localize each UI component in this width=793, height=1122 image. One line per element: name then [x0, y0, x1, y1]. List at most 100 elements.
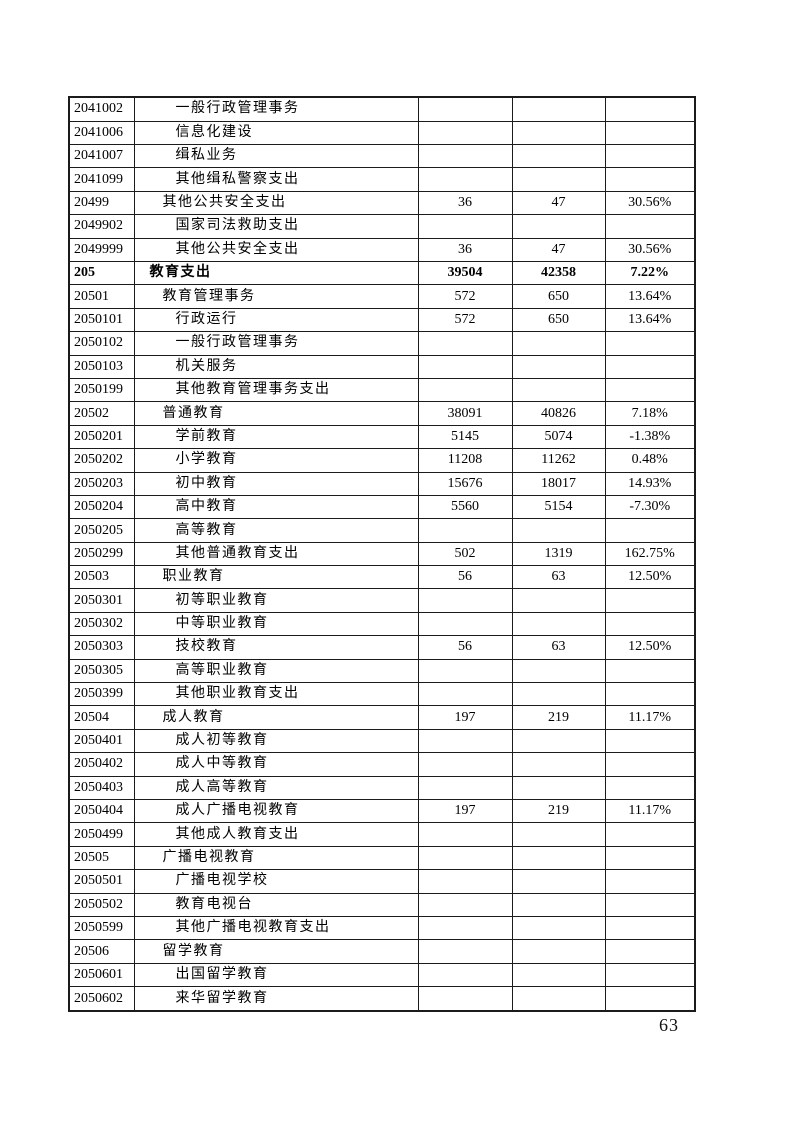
cell-budget: 572: [417, 307, 513, 333]
cell-code: 2050102: [68, 331, 135, 356]
table-row: 2050102 一般行政管理事务: [68, 331, 696, 356]
cell-name: 其他广播电视教育支出: [133, 915, 419, 941]
table-row: 20504 成人教育 197 219 11.17%: [68, 705, 696, 730]
cell-code: 2050201: [68, 424, 135, 450]
page-number: 63: [659, 1015, 679, 1035]
cell-percent: [604, 869, 696, 894]
cell-name: 成人中等教育: [133, 752, 419, 777]
cell-actual: [511, 892, 606, 917]
cell-budget: [417, 962, 513, 988]
cell-code: 2050399: [68, 682, 135, 707]
cell-percent: [604, 611, 696, 637]
cell-actual: [511, 682, 606, 707]
cell-name: 成人广播电视教育: [133, 798, 419, 824]
cell-percent: -1.38%: [604, 424, 696, 450]
table-row: 2050602 来华留学教育: [68, 986, 696, 1012]
table-row: 2041099 其他缉私警察支出: [68, 167, 696, 192]
cell-actual: [511, 214, 606, 239]
cell-actual: 650: [511, 284, 606, 309]
table-row: 2050402 成人中等教育: [68, 752, 696, 777]
cell-percent: [604, 377, 696, 403]
cell-code: 2050204: [68, 494, 135, 520]
cell-budget: 197: [417, 798, 513, 824]
table-row: 205 教育支出 39504 42358 7.22%: [68, 261, 696, 286]
cell-actual: 1319: [511, 541, 606, 567]
table-row: 20502 普通教育 38091 40826 7.18%: [68, 401, 696, 426]
cell-actual: [511, 775, 606, 801]
table-row: 2041002 一般行政管理事务: [68, 96, 696, 122]
table-row: 2050601 出国留学教育: [68, 962, 696, 988]
cell-name: 信息化建设: [133, 120, 419, 146]
cell-budget: [417, 96, 513, 122]
cell-budget: [417, 728, 513, 754]
cell-budget: [417, 120, 513, 146]
cell-code: 2050501: [68, 869, 135, 894]
table-row: 2050299 其他普通教育支出 502 1319 162.75%: [68, 541, 696, 567]
cell-budget: [417, 752, 513, 777]
cell-percent: [604, 167, 696, 192]
cell-name: 广播电视教育: [133, 845, 419, 871]
cell-name: 留学教育: [133, 939, 419, 964]
cell-percent: [604, 915, 696, 941]
cell-name: 教育管理事务: [133, 284, 419, 309]
cell-percent: 7.22%: [604, 261, 696, 286]
cell-code: 20504: [68, 705, 135, 730]
cell-actual: [511, 331, 606, 356]
cell-name: 教育支出: [133, 261, 419, 286]
table-row: 2050399 其他职业教育支出: [68, 682, 696, 707]
cell-name: 高等教育: [133, 518, 419, 543]
cell-budget: 36: [417, 237, 513, 263]
table-row: 2050499 其他成人教育支出: [68, 822, 696, 847]
cell-budget: 56: [417, 565, 513, 590]
table-row: 2050301 初等职业教育: [68, 588, 696, 613]
cell-code: 2050301: [68, 588, 135, 613]
table-row: 2050303 技校教育 56 63 12.50%: [68, 635, 696, 660]
cell-actual: 63: [511, 565, 606, 590]
table-row: 20505 广播电视教育: [68, 845, 696, 871]
cell-actual: [511, 611, 606, 637]
table-row: 2049999 其他公共安全支出 36 47 30.56%: [68, 237, 696, 263]
cell-name: 高等职业教育: [133, 658, 419, 684]
cell-percent: 13.64%: [604, 284, 696, 309]
cell-code: 20505: [68, 845, 135, 871]
cell-budget: 197: [417, 705, 513, 730]
table-row: 2050103 机关服务: [68, 354, 696, 379]
cell-budget: [417, 822, 513, 847]
cell-code: 20503: [68, 565, 135, 590]
cell-actual: [511, 728, 606, 754]
cell-name: 初等职业教育: [133, 588, 419, 613]
cell-actual: [511, 167, 606, 192]
cell-code: 2050302: [68, 611, 135, 637]
cell-percent: [604, 986, 696, 1012]
cell-code: 2050203: [68, 471, 135, 496]
cell-code: 2050401: [68, 728, 135, 754]
cell-budget: 38091: [417, 401, 513, 426]
cell-code: 20502: [68, 401, 135, 426]
cell-actual: [511, 915, 606, 941]
cell-percent: 7.18%: [604, 401, 696, 426]
cell-budget: [417, 354, 513, 379]
cell-code: 2041006: [68, 120, 135, 146]
cell-percent: 162.75%: [604, 541, 696, 567]
table-row: 2050403 成人高等教育: [68, 775, 696, 801]
budget-table: 2041002 一般行政管理事务 2041006 信息化建设 2041007 缉私业务 20…: [68, 96, 696, 1012]
cell-percent: [604, 518, 696, 543]
cell-percent: [604, 682, 696, 707]
cell-actual: [511, 144, 606, 169]
cell-percent: 30.56%: [604, 237, 696, 263]
cell-budget: [417, 775, 513, 801]
cell-budget: [417, 331, 513, 356]
table-row: 2050202 小学教育 11208 11262 0.48%: [68, 448, 696, 473]
cell-actual: 5154: [511, 494, 606, 520]
cell-percent: [604, 939, 696, 964]
cell-percent: [604, 962, 696, 988]
cell-name: 成人教育: [133, 705, 419, 730]
cell-code: 205: [68, 261, 135, 286]
table-row: 2050203 初中教育 15676 18017 14.93%: [68, 471, 696, 496]
cell-budget: [417, 518, 513, 543]
cell-percent: [604, 845, 696, 871]
cell-budget: [417, 658, 513, 684]
cell-percent: [604, 728, 696, 754]
cell-name: 其他公共安全支出: [133, 237, 419, 263]
table-row: 2050599 其他广播电视教育支出: [68, 915, 696, 941]
